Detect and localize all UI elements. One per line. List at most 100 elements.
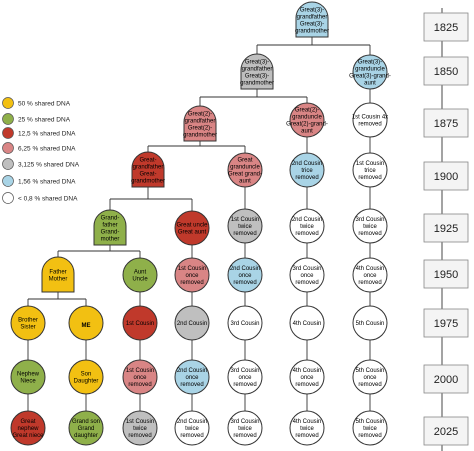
relative-label: grandfather (297, 15, 328, 21)
relative-label: Great(3)- (358, 60, 382, 66)
relative-marker (289, 102, 325, 138)
relative-label: Grand- (101, 230, 120, 236)
relative-marker (352, 359, 388, 395)
relative-label: 5th Cousin (356, 419, 385, 425)
legend-item: 50 % shared DNA (2, 97, 71, 109)
relative-label: 3rd Cousin (230, 321, 259, 327)
relative-marker (122, 359, 158, 395)
timeline-year-1825: 1825 (423, 12, 469, 42)
relative-marker (289, 305, 325, 341)
legend-swatch (2, 127, 14, 139)
relative-label: removed (180, 433, 203, 439)
legend-label: < 0,8 % shared DNA (18, 195, 78, 202)
timeline-year-label: 1825 (434, 22, 458, 34)
relative-marker (289, 410, 325, 446)
relative-label: ME (82, 323, 91, 329)
relative-label: once (300, 375, 314, 381)
relative-marker (352, 257, 388, 293)
relative-label: Grand (78, 426, 95, 432)
timeline-year-label: 2000 (434, 374, 458, 386)
relative-marker (289, 359, 325, 395)
legend-label: 12,5 % shared DNA (18, 130, 76, 137)
relative-marker (352, 102, 388, 138)
legend-item: 6,25 % shared DNA (2, 142, 76, 154)
relative-label: grandfather (185, 119, 216, 125)
relative-label: grandmother (295, 29, 329, 35)
relative-label: grandmother (183, 133, 217, 139)
relative-label: Grand- (101, 216, 120, 222)
relative-label: Great(3)- (300, 8, 324, 14)
relative-label: twice (363, 224, 377, 230)
relative-label: grandfather (242, 67, 273, 73)
relative-label: 1st Cousin (356, 161, 384, 167)
timeline-year-1950: 1950 (423, 259, 469, 289)
relative-label: once (133, 375, 147, 381)
legend-item: < 0,8 % shared DNA (2, 192, 78, 204)
relative-label: 1st Cousin (126, 321, 154, 327)
relative-marker (174, 210, 210, 246)
relative-label: 4th Cousin (293, 419, 322, 425)
relative-marker (352, 54, 388, 90)
relative-label: 5th Cousin (356, 321, 385, 327)
relative-label: Aunt (134, 270, 147, 276)
relative-marker (10, 359, 46, 395)
relative-label: Niece (20, 379, 36, 385)
relative-label: granduncle (292, 115, 322, 121)
relative-marker (289, 152, 325, 188)
legend: 50 % shared DNA 25 % shared DNA 12,5 % sha… (2, 97, 80, 204)
relative-label: nephew (17, 426, 39, 432)
couple-marker (183, 105, 217, 142)
relative-label: Brother (18, 318, 38, 324)
relative-label: Great niece (12, 433, 44, 439)
timeline-year-1975: 1975 (423, 308, 469, 338)
legend-swatch (2, 192, 14, 204)
relative-marker (122, 410, 158, 446)
relative-label: 1st Cousin (126, 419, 154, 425)
relative-label: Great(2)- (188, 112, 212, 118)
relative-label: removed (180, 280, 203, 286)
relatives: Great(3)-grandfatherGreat(3)-grandmother… (10, 1, 391, 446)
relative-label: 4th Cousin (356, 266, 385, 272)
relative-c1: 1st Cousin (122, 305, 158, 341)
relative-label: Great(3)- (300, 22, 324, 28)
relative-label: removed (233, 382, 256, 388)
couple-marker (240, 53, 274, 90)
relative-label: 2nd Cousin (177, 321, 207, 327)
timeline-year-label: 1925 (434, 223, 458, 235)
relative-label: Daughter (74, 379, 99, 385)
relative-marker (10, 305, 46, 341)
timeline-year-1925: 1925 (423, 213, 469, 243)
relative-marker (68, 410, 104, 446)
legend-item: 3,125 % shared DNA (2, 158, 80, 170)
relative-label: trice (364, 168, 376, 174)
relative-label: grandfather (133, 165, 164, 171)
relative-label: removed (358, 231, 381, 237)
timeline-year-2000: 2000 (423, 364, 469, 394)
relative-c5: 5th Cousin (352, 305, 388, 341)
relative-label: 4th Cousin (293, 321, 322, 327)
relative-marker (68, 305, 104, 341)
relative-label: Great(3)-grand- (349, 74, 391, 80)
timeline-year-2025: 2025 (423, 416, 469, 446)
relative-label: grandmother (240, 81, 274, 87)
timeline-year-label: 1900 (434, 171, 458, 183)
relative-label: once (238, 273, 252, 279)
timeline-year-1900: 1900 (423, 161, 469, 191)
relative-label: Great(2)-grand- (286, 122, 328, 128)
relative-me: ME (68, 305, 104, 341)
